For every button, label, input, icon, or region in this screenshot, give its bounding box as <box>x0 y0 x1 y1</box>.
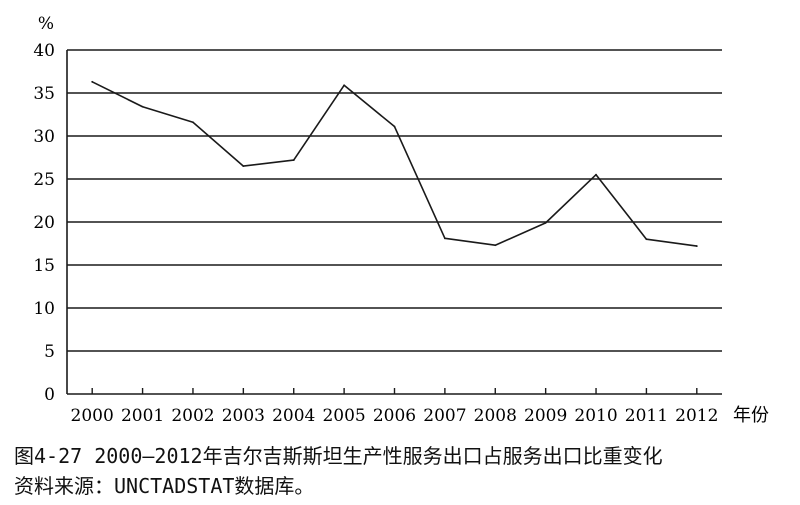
y-tick-label: 20 <box>33 213 55 233</box>
data-point <box>595 173 597 176</box>
x-tick-label: 2010 <box>574 406 617 426</box>
data-point <box>242 165 245 168</box>
data-point <box>141 105 144 108</box>
y-tick-label: 0 <box>44 385 55 405</box>
y-tick-label: 40 <box>33 41 55 61</box>
data-point <box>91 80 94 83</box>
data-point <box>544 221 547 224</box>
x-tick-label: 2002 <box>171 406 214 426</box>
source-note: 资料来源：UNCTADSTAT数据库。 <box>14 474 315 498</box>
data-point <box>393 125 396 128</box>
x-tick-label: 2004 <box>272 406 315 426</box>
x-tick-label: 2008 <box>474 406 517 426</box>
data-point <box>343 84 346 87</box>
y-tick-label: 35 <box>33 84 55 104</box>
y-tick-label: 15 <box>33 256 55 276</box>
x-unit-label: 年份 <box>733 405 769 426</box>
data-point <box>292 159 295 161</box>
x-axis-ticks: 2000 2001 2002 2003 2004 2005 2006 2007 2008 2009… <box>71 388 718 426</box>
x-tick-label: 2000 <box>71 406 114 426</box>
y-tick-label: 10 <box>33 299 55 319</box>
x-tick-label: 2007 <box>423 406 466 426</box>
x-tick-label: 2006 <box>373 406 416 426</box>
data-point <box>645 238 648 241</box>
x-tick-label: 2012 <box>675 406 718 426</box>
data-point <box>443 237 446 240</box>
x-tick-label: 2005 <box>322 406 365 426</box>
y-unit-label: % <box>38 14 54 34</box>
figure-caption: 图4-27 2000—2012年吉尔吉斯斯坦生产性服务出口占服务出口比重变化 <box>14 444 663 468</box>
x-tick-label: 2003 <box>222 406 265 426</box>
y-tick-label: 5 <box>44 342 55 362</box>
gridlines <box>66 49 722 395</box>
data-point <box>695 245 698 247</box>
x-tick-label: 2001 <box>121 406 164 426</box>
data-point <box>494 244 497 247</box>
x-tick-label: 2011 <box>625 406 668 426</box>
y-axis-ticks: 0 5 10 15 20 25 30 35 40 <box>33 41 55 405</box>
data-point <box>192 121 194 124</box>
x-tick-label: 2009 <box>524 406 567 426</box>
series-group <box>91 80 698 247</box>
y-tick-label: 25 <box>33 170 55 190</box>
y-tick-label: 30 <box>33 127 55 147</box>
